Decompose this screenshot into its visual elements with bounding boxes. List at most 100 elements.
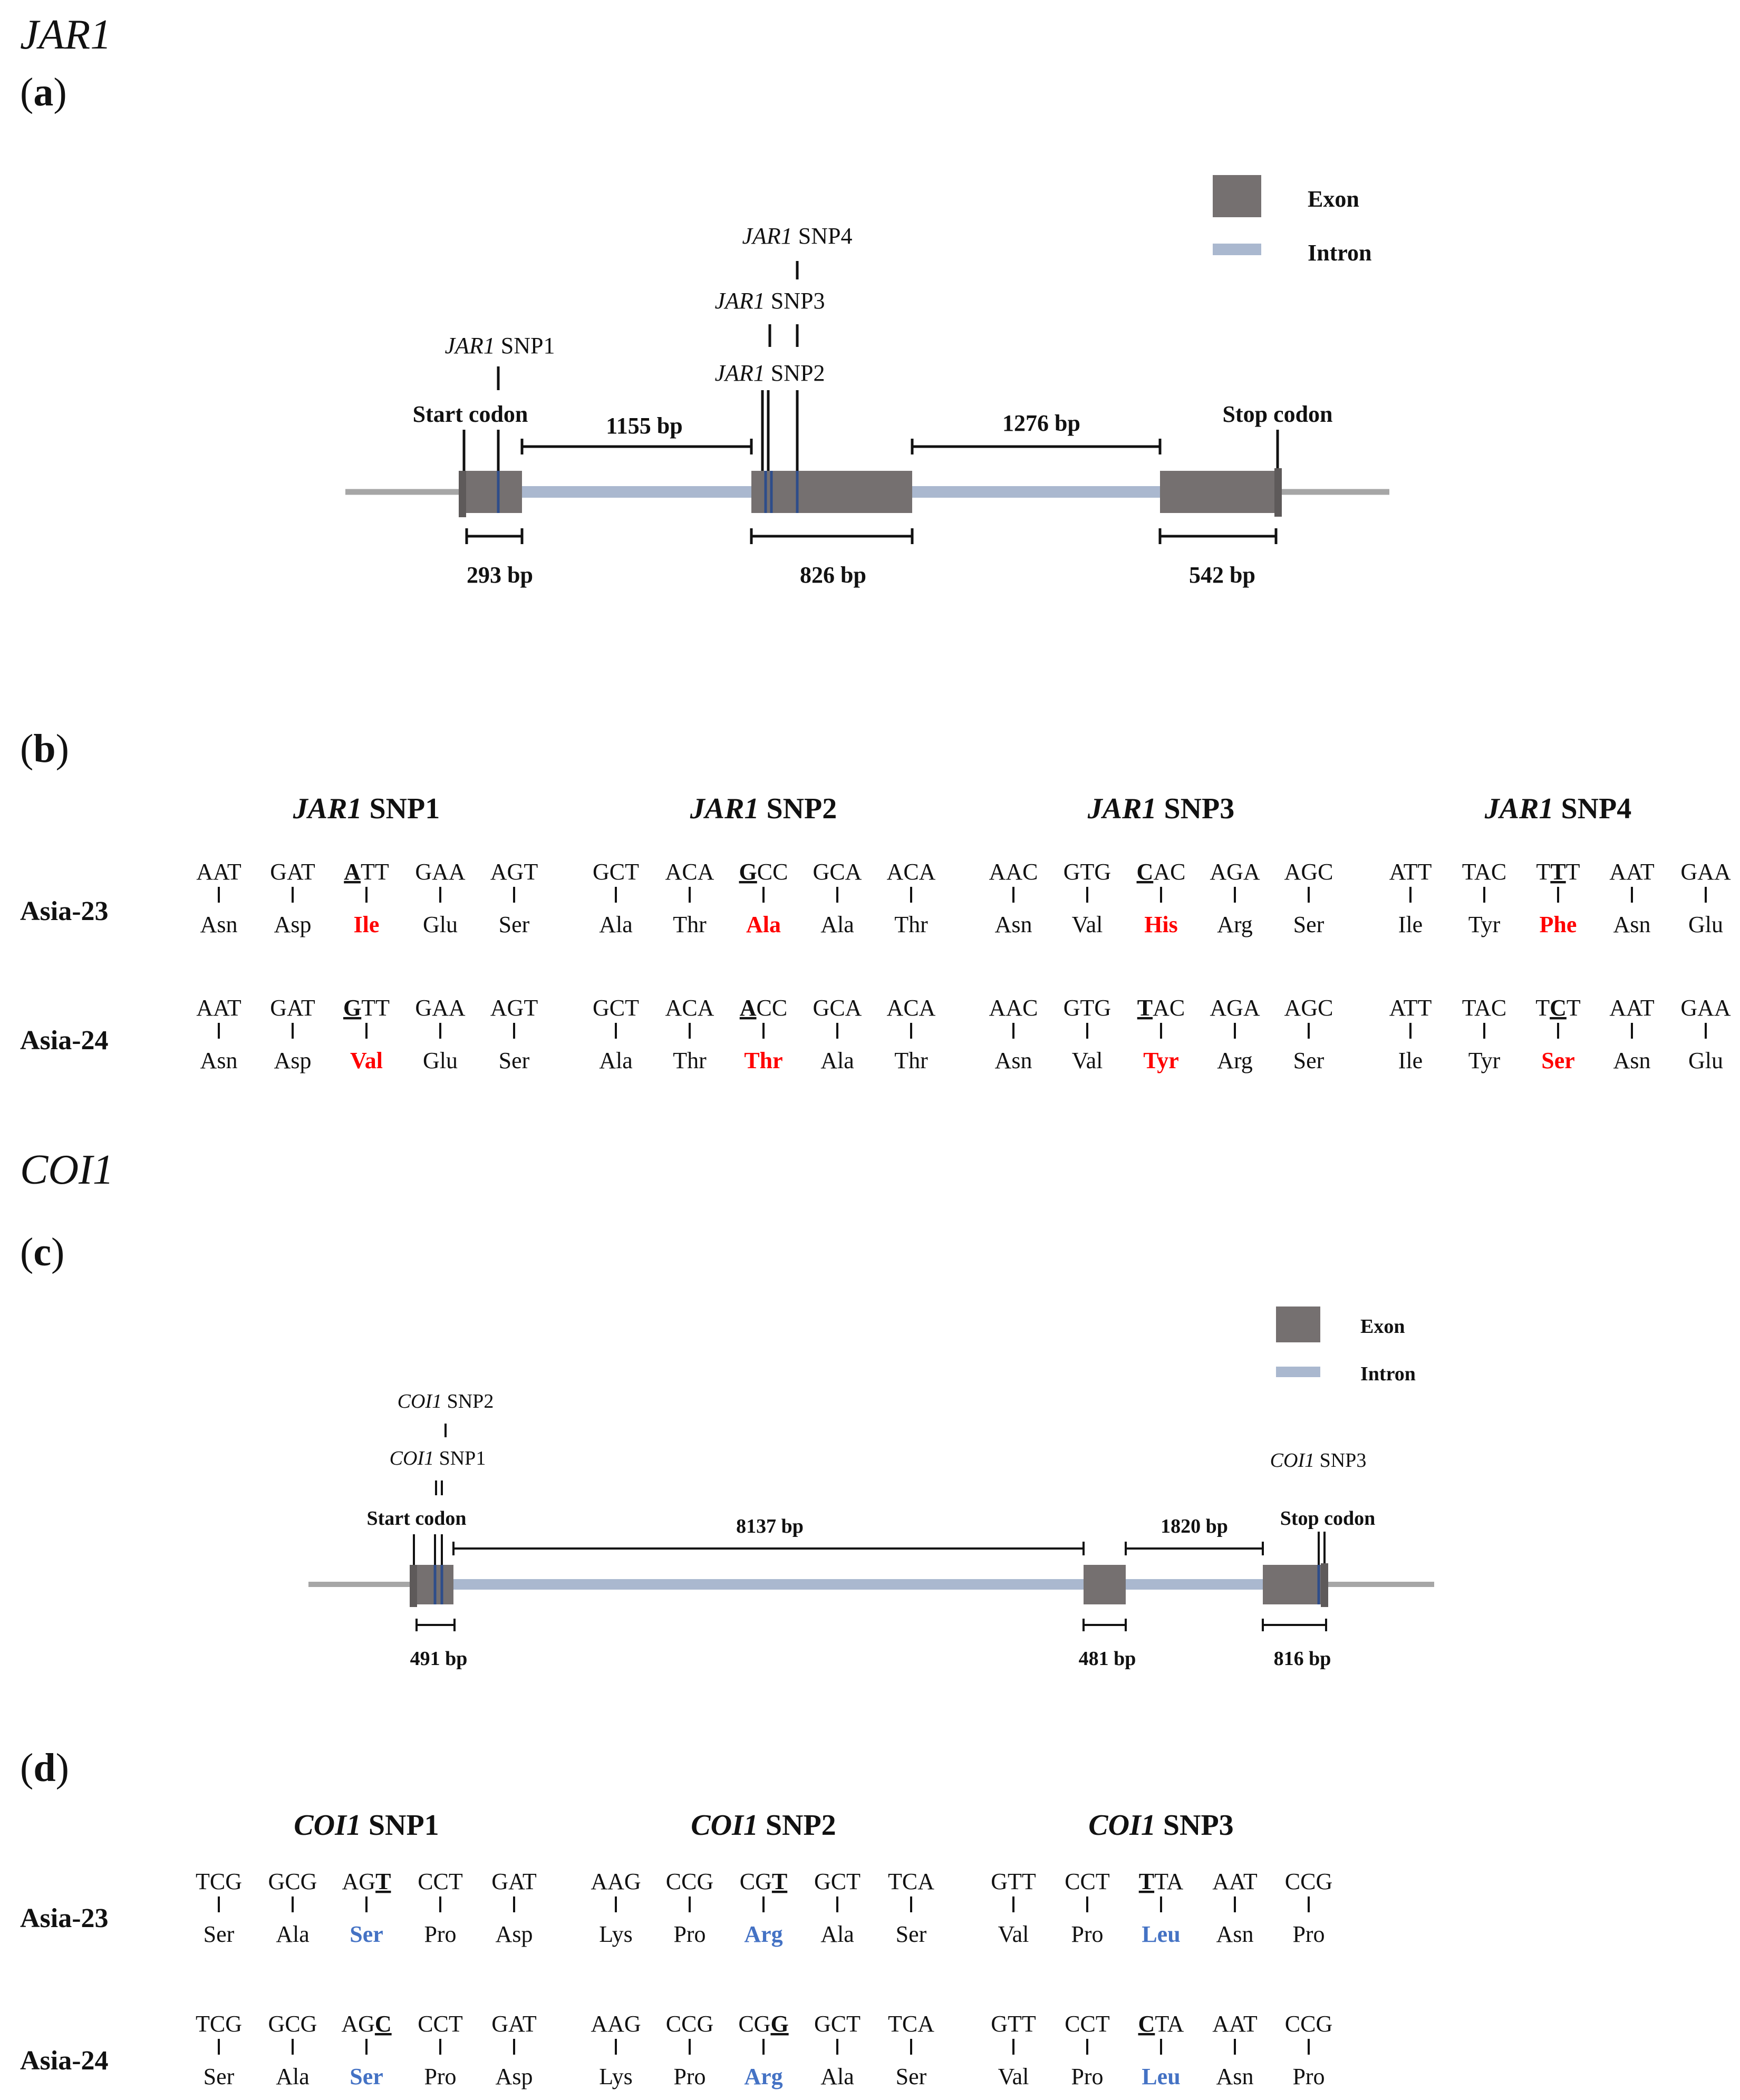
codon: GTT (991, 2011, 1036, 2037)
row-label: Asia-24 (20, 1025, 109, 1056)
exon-2 (751, 471, 912, 513)
mutated-amino-acid: Ile (354, 912, 380, 937)
amino-acid: Asp (274, 912, 312, 937)
amino-acid: Tyr (1468, 912, 1501, 937)
exon-3 (1160, 471, 1281, 513)
legend-intron-swatch (1213, 244, 1261, 255)
codon: AAT (196, 859, 241, 885)
amino-acid: Asn (1613, 1048, 1651, 1073)
codon: CCG (666, 2011, 713, 2037)
amino-acid: Lys (599, 1921, 633, 1947)
amino-acid: Ser (204, 1921, 235, 1947)
snp-group-title: JAR1 SNP4 (1484, 792, 1632, 825)
legend-exon-swatch (1213, 175, 1261, 217)
snp-group-title: JAR1 SNP2 (690, 792, 837, 825)
snp-group-title: COI1 SNP1 (294, 1809, 439, 1842)
amino-acid: Asp (496, 2064, 533, 2089)
jar1-exon2-length: 826 bp (800, 562, 866, 588)
mutated-codon: ATT (344, 859, 389, 885)
panel-d-alignment: Asia-23 Asia-24 COI1 SNP1 TCG Ser GCG Ala AGT Se… (20, 1809, 1332, 2089)
amino-acid: Asn (995, 1048, 1032, 1073)
amino-acid: Ala (820, 1048, 854, 1073)
codon: GCG (268, 2011, 317, 2037)
start-codon-mark (410, 1565, 417, 1607)
codon: TCG (196, 2011, 242, 2037)
codon: AAC (989, 995, 1038, 1021)
mutated-codon: GCC (739, 859, 788, 885)
amino-acid: Ala (820, 2064, 854, 2089)
amino-acid: Ala (276, 2064, 310, 2089)
mutated-amino-acid: Leu (1142, 2064, 1180, 2089)
codon: GCT (814, 2011, 861, 2037)
jar1-snp2-label: JAR1 SNP2 (714, 360, 825, 386)
amino-acid: Ser (896, 1921, 927, 1947)
coi1-exon1-length: 491 bp (410, 1648, 468, 1670)
jar1-gene-model (345, 261, 1389, 517)
jar1-start-codon: Start codon (413, 401, 528, 427)
codon: AGA (1210, 859, 1260, 885)
codon: TCA (888, 2011, 934, 2037)
snp-group-title: JAR1 SNP3 (1087, 792, 1235, 825)
mutated-codon: AGC (341, 2011, 391, 2037)
mutated-codon: TTT (1536, 859, 1580, 885)
coi1-start-codon: Start codon (367, 1507, 467, 1530)
jar1-exon3-length: 542 bp (1189, 562, 1255, 588)
amino-acid: Arg (1217, 1048, 1253, 1073)
exon-1 (413, 1565, 453, 1604)
mutated-codon: CGG (738, 2011, 788, 2037)
panel-a-label: (a) (20, 70, 67, 114)
amino-acid: Asn (1216, 2064, 1254, 2089)
coi1-exon2-length: 481 bp (1079, 1648, 1136, 1670)
amino-acid: Pro (1292, 2064, 1325, 2089)
amino-acid: Ala (276, 1921, 310, 1947)
jar1-title: JAR1 (20, 12, 111, 58)
codon: GAA (415, 995, 466, 1021)
amino-acid: Ile (1398, 1048, 1423, 1073)
jar1-exon1-length: 293 bp (467, 562, 533, 588)
amino-acid: Thr (673, 1048, 707, 1073)
row-label: Asia-23 (20, 1903, 109, 1933)
codon: GAT (491, 1869, 537, 1894)
codon: AAC (989, 859, 1038, 885)
amino-acid: Asn (1613, 912, 1651, 937)
codon: ACA (665, 859, 714, 885)
codon: AGC (1284, 995, 1333, 1021)
codon: CCG (1285, 2011, 1332, 2037)
amino-acid: Asn (200, 1048, 238, 1073)
mutated-amino-acid: Ser (1541, 1048, 1575, 1073)
start-codon-mark (459, 471, 466, 517)
codon: GCT (593, 859, 639, 885)
codon: GTG (1064, 995, 1111, 1021)
amino-acid: Glu (1688, 1048, 1723, 1073)
codon: AAT (1609, 995, 1655, 1021)
codon: CCT (1065, 2011, 1110, 2037)
amino-acid: Val (1072, 1048, 1103, 1073)
mutated-amino-acid: Arg (744, 2064, 782, 2089)
codon: GAA (415, 859, 466, 885)
codon: GTG (1064, 859, 1111, 885)
panel-d-label: (d) (20, 1746, 69, 1790)
codon: GAT (491, 2011, 537, 2037)
coi1-intron1-length: 8137 bp (736, 1515, 804, 1537)
codon: GAA (1680, 859, 1731, 885)
mutated-amino-acid: Tyr (1143, 1048, 1179, 1073)
exon-1 (463, 471, 522, 513)
amino-acid: Ala (599, 912, 633, 937)
amino-acid: Val (998, 1921, 1029, 1947)
mutated-codon: CTA (1138, 2011, 1184, 2037)
codon: GCT (593, 995, 639, 1021)
mutated-codon: TCT (1535, 995, 1581, 1021)
jar1-stop-codon: Stop codon (1222, 401, 1332, 427)
coi1-title: COI1 (20, 1147, 114, 1193)
legend-intron-label: Intron (1360, 1363, 1416, 1385)
mutated-codon: CAC (1137, 859, 1186, 885)
jar1-snp3-label: JAR1 SNP3 (714, 288, 825, 314)
row-label: Asia-23 (20, 896, 109, 926)
mutated-codon: ACC (740, 995, 787, 1021)
codon: ATT (1389, 859, 1432, 885)
codon: TCA (888, 1869, 934, 1894)
amino-acid: Glu (423, 912, 458, 937)
mutated-amino-acid: Ser (350, 2064, 383, 2089)
codon: TCG (196, 1869, 242, 1894)
amino-acid: Ala (820, 1921, 854, 1947)
